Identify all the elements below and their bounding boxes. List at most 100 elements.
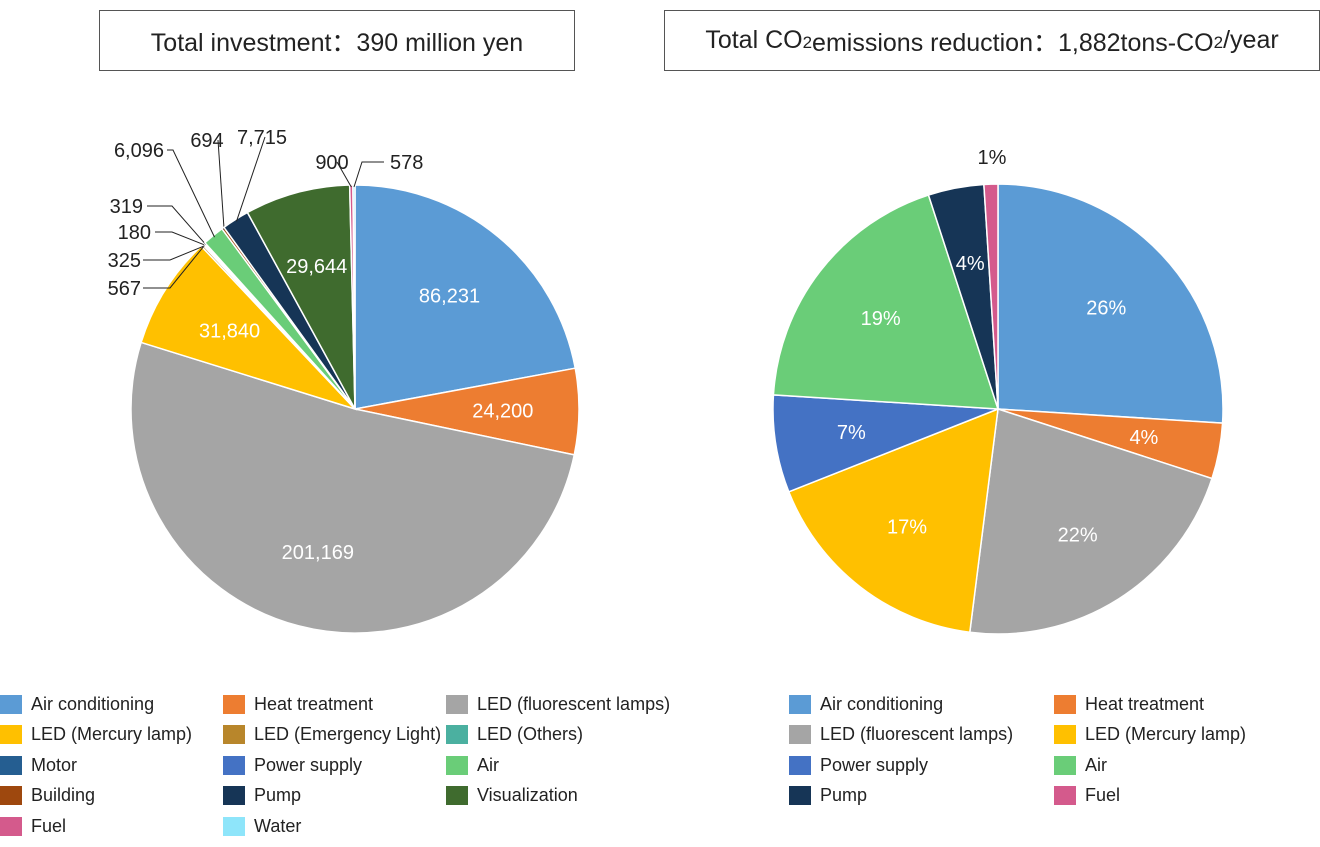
investment-legend-label-heat-treatment: Heat treatment: [254, 693, 374, 714]
investment-leader-line-led-emergency-light: [143, 246, 204, 289]
investment-legend-swatch-led-mercury-lamp: [0, 725, 22, 744]
investment-legend-label-led-mercury-lamp: LED (Mercury lamp): [31, 724, 193, 744]
co2-legend-swatch-air: [1054, 755, 1076, 775]
investment-leader-line-power-supply: [147, 205, 207, 245]
investment-legend-item-heat-treatment: Heat treatment: [223, 693, 373, 715]
investment-legend-label-pump: Pump: [254, 785, 302, 805]
investment-slice-led-mercury-lamp: [140, 245, 358, 411]
investment-legend-item-led-others: LED (Others): [446, 724, 583, 746]
co2-legend-swatch-led-mercury-lamp: [1054, 725, 1076, 744]
investment-legend-label-led-others: LED (Others): [477, 724, 584, 744]
investment-leader-line-pump: [236, 136, 266, 222]
co2-legend-swatch-air-conditioning: [789, 694, 811, 714]
co2-slice-led-mercury-lamp: [787, 407, 999, 634]
investment-label-visualization: 29,644: [286, 256, 347, 278]
investment-label-led-mercury-lamp: 31,840: [199, 321, 260, 343]
co2-slice-air-conditioning: [997, 183, 1224, 424]
co2-label-fuel: 1%: [978, 147, 1007, 169]
co2-legend-swatch-fuel: [1054, 786, 1076, 805]
investment-label-air: 6,096: [114, 140, 164, 162]
investment-legend-item-motor: Motor: [0, 754, 77, 776]
co2-title-sub1: 2: [802, 32, 813, 52]
investment-label-fuel: 900: [315, 152, 348, 174]
co2-title-pre: Total CO: [705, 26, 803, 54]
co2-title-sub2: 2: [1213, 32, 1224, 52]
co2-legend-swatch-heat-treatment: [1054, 694, 1076, 714]
investment-leader-line-building: [217, 139, 225, 230]
co2-legend-label-led-fluorescent-lamps: LED (fluorescent lamps): [820, 724, 1014, 744]
investment-legend-swatch-led-emergency-light: [223, 725, 245, 744]
co2-label-air-conditioning: 26%: [1086, 297, 1126, 319]
co2-legend-label-pump: Pump: [820, 785, 868, 805]
investment-leader-line-led-others: [143, 245, 205, 261]
investment-legend-label-power-supply: Power supply: [254, 754, 363, 775]
investment-legend-item-pump: Pump: [223, 785, 301, 807]
investment-legend-swatch-led-others: [446, 725, 468, 744]
co2-label-heat-treatment: 4%: [1129, 427, 1158, 449]
co2-legend-item-power-supply: Power supply: [789, 754, 928, 776]
investment-legend-item-led-fluorescent-lamps: LED (fluorescent lamps): [446, 693, 670, 715]
investment-legend-swatch-air: [446, 755, 468, 775]
investment-leader-line-motor: [155, 231, 206, 246]
investment-legend-item-air: Air: [446, 754, 499, 776]
investment-legend-label-motor: Motor: [31, 754, 78, 775]
investment-label-heat-treatment: 24,200: [472, 401, 533, 423]
co2-legend-item-heat-treatment: Heat treatment: [1054, 693, 1204, 715]
investment-pie-chart: 86,231 24,200 201,169 31,840 567 325 180 319 6,0…: [108, 127, 580, 634]
co2-legend-item-led-mercury-lamp: LED (Mercury lamp): [1054, 724, 1246, 746]
co2-legend-label-heat-treatment: Heat treatment: [1085, 693, 1205, 714]
co2-legend-item-pump: Pump: [789, 785, 867, 807]
investment-legend-item-led-emergency-light: LED (Emergency Light): [223, 724, 441, 746]
investment-legend-swatch-heat-treatment: [223, 694, 245, 714]
investment-label-led-others: 325: [108, 250, 141, 272]
investment-legend-swatch-water: [223, 816, 245, 836]
investment-legend-item-building: Building: [0, 785, 95, 807]
investment-label-pump: 7,715: [237, 127, 287, 149]
co2-title-post: /year: [1223, 26, 1279, 54]
investment-slice-led-fluorescent-lamps: [130, 341, 576, 634]
investment-legend-swatch-building: [0, 786, 22, 805]
co2-label-led-mercury-lamp: 17%: [887, 516, 927, 538]
investment-label-led-emergency-light: 567: [108, 278, 141, 300]
investment-legend-item-power-supply: Power supply: [223, 754, 362, 776]
investment-label-led-fluorescent-lamps: 201,169: [282, 542, 354, 564]
investment-legend-label-visualization: Visualization: [477, 785, 578, 805]
co2-legend-label-fuel: Fuel: [1085, 785, 1121, 805]
co2-legend-item-led-fluorescent-lamps: LED (fluorescent lamps): [789, 724, 1013, 746]
co2-slice-fuel: [983, 183, 999, 410]
co2-legend-label-led-mercury-lamp: LED (Mercury lamp): [1085, 724, 1247, 744]
investment-legend-item-fuel: Fuel: [0, 815, 66, 837]
co2-legend-swatch-power-supply: [789, 755, 811, 775]
co2-title-mid: emissions reduction：1,882tons-CO: [812, 28, 1214, 57]
co2-legend-label-air-conditioning: Air conditioning: [820, 693, 944, 714]
investment-legend-label-water: Water: [254, 815, 302, 836]
investment-chart-title: Total investment：390 million yen: [99, 10, 575, 71]
investment-label-motor: 180: [118, 222, 151, 244]
investment-legend-label-fuel: Fuel: [31, 815, 67, 836]
investment-legend-label-air-conditioning: Air conditioning: [31, 693, 155, 714]
investment-legend-label-air: Air: [477, 754, 499, 775]
co2-chart-title: Total CO 2 emissions reduction：1,882tons-…: [664, 10, 1320, 71]
investment-legend-swatch-motor: [0, 755, 22, 775]
investment-legend-swatch-led-fluorescent-lamps: [446, 694, 468, 714]
co2-legend-swatch-pump: [789, 786, 811, 805]
co2-legend-item-fuel: Fuel: [1054, 785, 1120, 807]
investment-leader-line-air: [167, 149, 215, 238]
investment-legend-label-led-emergency-light: LED (Emergency Light): [254, 724, 442, 744]
investment-slice-air-conditioning: [354, 184, 577, 410]
investment-legend-swatch-fuel: [0, 816, 22, 836]
investment-chart-title-text: Total investment：390 million yen: [150, 28, 524, 57]
co2-legend-label-air: Air: [1085, 754, 1107, 775]
investment-legend-label-led-fluorescent-lamps: LED (fluorescent lamps): [477, 693, 671, 714]
co2-legend-label-power-supply: Power supply: [820, 754, 929, 775]
co2-label-air: 19%: [861, 308, 901, 330]
investment-label-building: 694: [190, 130, 223, 152]
investment-legend-swatch-power-supply: [223, 755, 245, 775]
investment-legend-item-visualization: Visualization: [446, 785, 578, 807]
co2-slice-led-fluorescent-lamps: [968, 408, 1213, 635]
investment-legend-swatch-pump: [223, 786, 245, 805]
investment-label-water: 578: [390, 152, 423, 174]
co2-slice-air: [772, 194, 1000, 410]
pie-charts: 86,231 24,200 201,169 31,840 567 325 180 319 6,0…: [108, 127, 1224, 635]
investment-legend-item-led-mercury-lamp: LED (Mercury lamp): [0, 724, 192, 746]
